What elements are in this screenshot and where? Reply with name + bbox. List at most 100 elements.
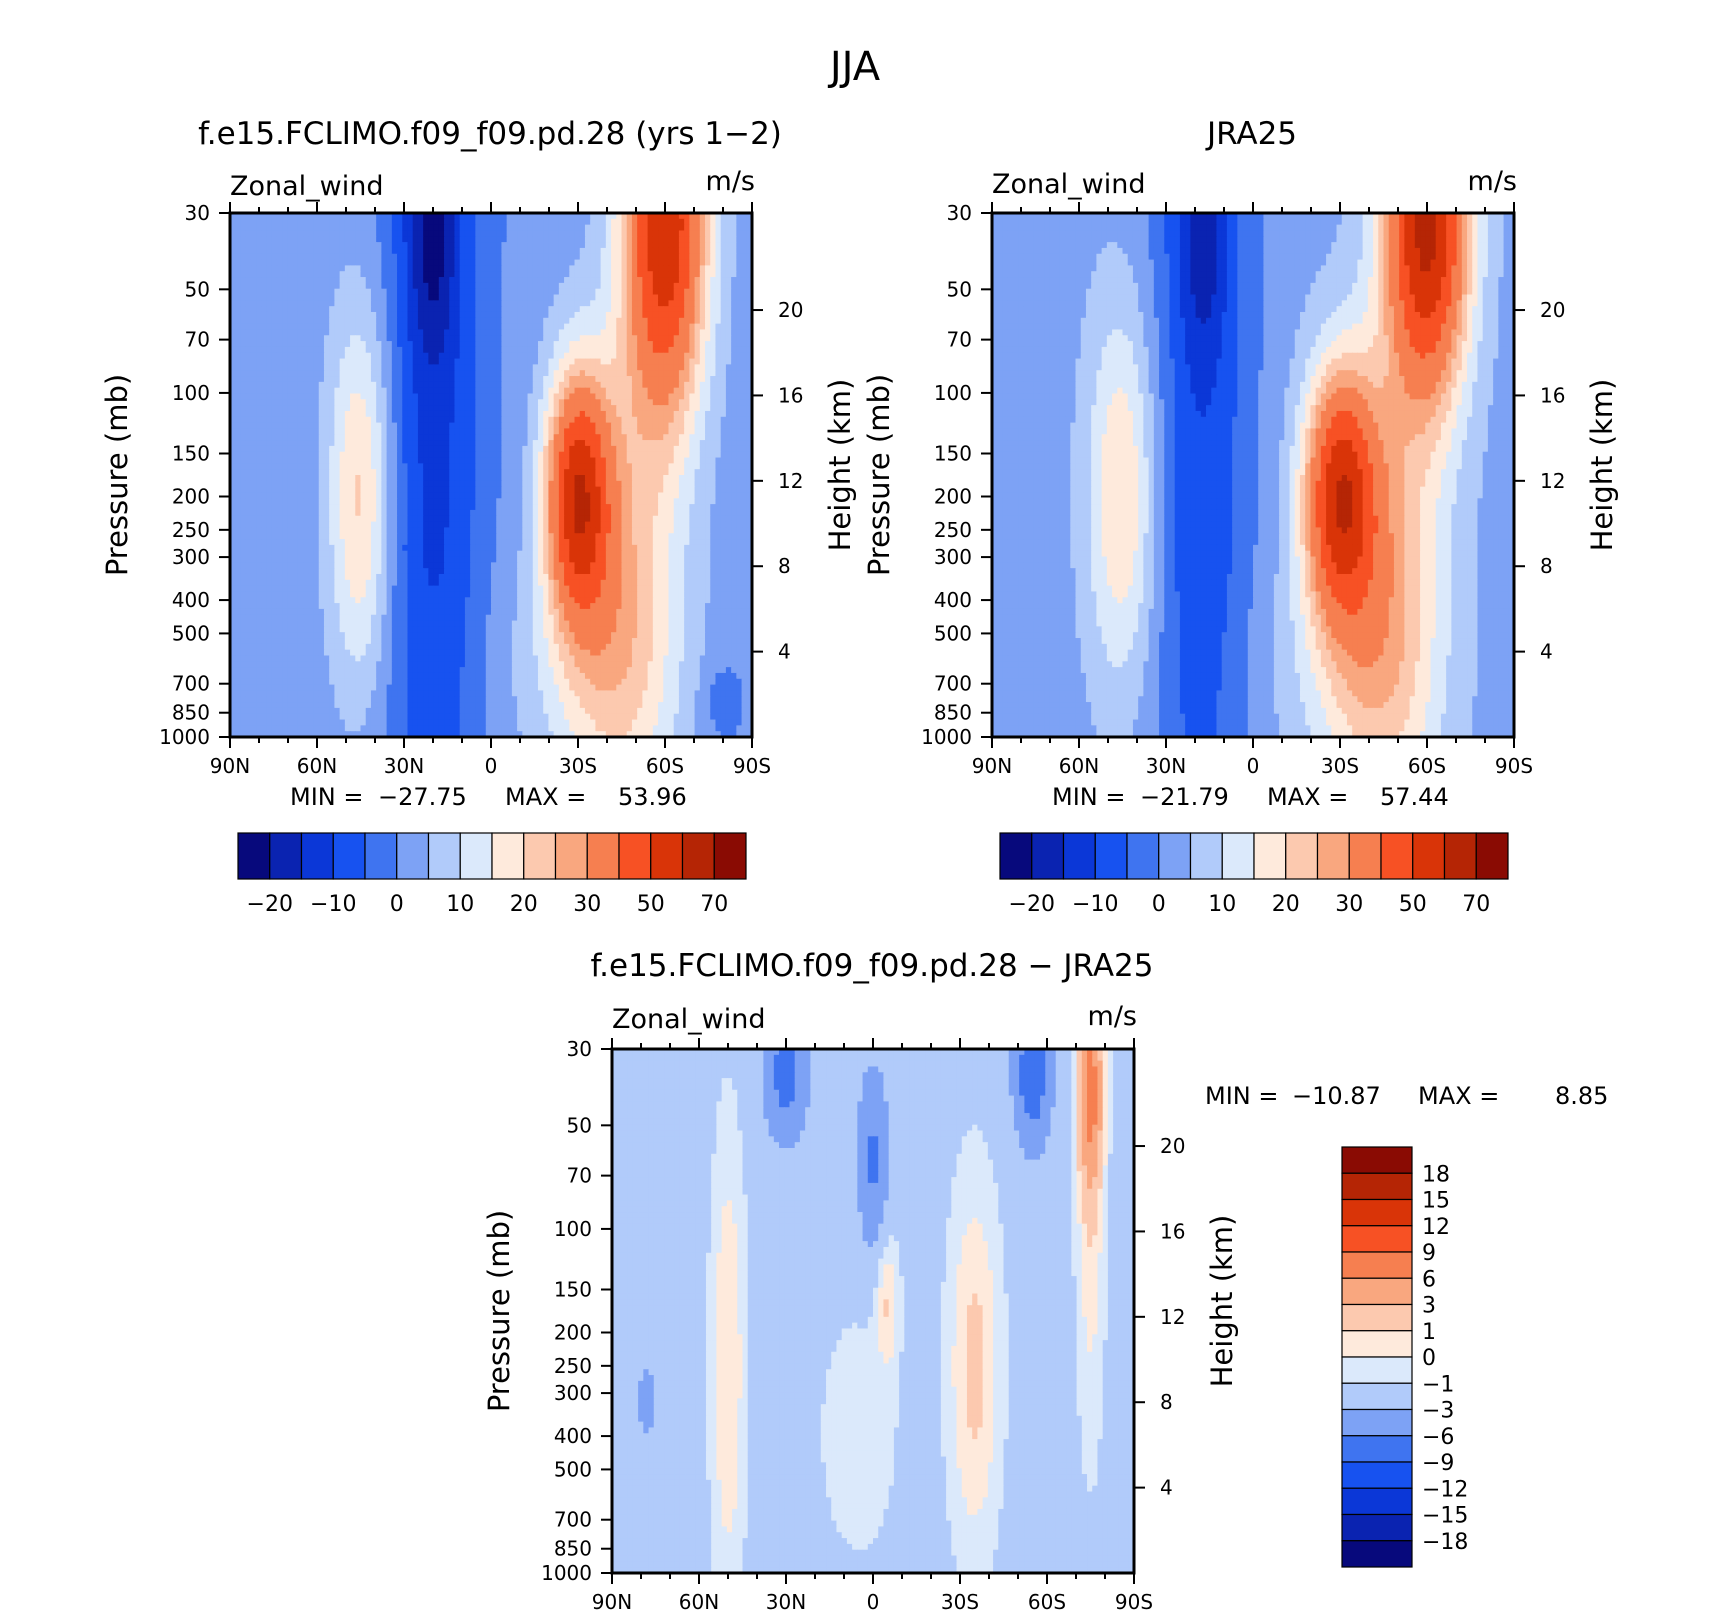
panel-title: f.e15.FCLIMO.f09_f09.pd.28 (yrs 1−2): [198, 116, 782, 152]
colorbar-label: −18: [1422, 1530, 1468, 1555]
x-tick-label: 90N: [972, 754, 1012, 778]
colorbar-box: [1342, 1488, 1412, 1514]
y-tick-label: 200: [172, 484, 210, 508]
y-tick-label: 700: [554, 1508, 592, 1532]
panel-difference: f.e15.FCLIMO.f09_f09.pd.28 − JRA25 Zonal…: [482, 948, 1608, 1611]
min-max-stats: MIN = −10.87 MAX = 8.85: [1205, 1082, 1608, 1110]
panel-units-label: m/s: [1088, 1001, 1137, 1032]
panel-observed: JRA25 Zonal_wind m/s 90N 60N 30N 0 30S 60S 90S…: [862, 116, 1619, 917]
colorbar: −20 −10 0 10 20 30 50 70: [238, 833, 746, 917]
height-tick-label: 20: [778, 298, 803, 322]
y-tick-label: 30: [947, 201, 972, 225]
y-tick-label: 500: [172, 621, 210, 645]
min-value: −27.75: [378, 783, 467, 811]
height-axis-label: Height (km): [1585, 379, 1619, 552]
colorbar-label: 18: [1422, 1162, 1450, 1187]
y-tick-label: 250: [934, 518, 972, 542]
colorbar-box: [1286, 833, 1318, 879]
colorbar-label: −9: [1422, 1451, 1454, 1476]
y-tick-label: 250: [172, 518, 210, 542]
max-value: 8.85: [1555, 1082, 1608, 1110]
x-tick-label: 60S: [1028, 1590, 1066, 1611]
colorbar-label: −10: [1072, 892, 1118, 917]
y-tick-label: 50: [947, 277, 972, 301]
max-value: 57.44: [1380, 783, 1449, 811]
panel-title: JRA25: [1205, 116, 1297, 152]
y-tick-label: 70: [567, 1164, 592, 1188]
colorbar-box: [1342, 1383, 1412, 1409]
x-tick-label: 0: [485, 754, 498, 778]
colorbar-box: [365, 833, 397, 879]
colorbar-box: [1342, 1305, 1412, 1331]
y-tick-label: 100: [934, 381, 972, 405]
colorbar-label: −6: [1422, 1425, 1454, 1450]
colorbar-box: [302, 833, 334, 879]
height-tick-label: 4: [1160, 1476, 1173, 1500]
y-tick-label: 200: [934, 484, 972, 508]
colorbar-box: [1342, 1331, 1412, 1357]
y-tick-label: 500: [554, 1457, 592, 1481]
min-value: −21.79: [1140, 783, 1229, 811]
x-tick-label: 30S: [1321, 754, 1359, 778]
max-label: MAX =: [505, 783, 586, 811]
colorbar-box: [1342, 1147, 1412, 1173]
contour-field: [992, 213, 1515, 738]
x-tick-label: 60S: [1408, 754, 1446, 778]
contour-field: [612, 1049, 1135, 1574]
y-tick-label: 30: [567, 1037, 592, 1061]
panel-left-label: Zonal_wind: [992, 169, 1146, 200]
colorbar-label: −12: [1422, 1477, 1468, 1502]
colorbar-label: 70: [1462, 892, 1490, 917]
height-tick-label: 4: [1540, 640, 1553, 664]
y-axis-label: Pressure (mb): [862, 374, 896, 576]
colorbar-label: 0: [1152, 892, 1166, 917]
colorbar-box: [1095, 833, 1127, 879]
colorbar-box: [238, 833, 270, 879]
y-tick-label: 400: [934, 588, 972, 612]
colorbar-box: [1413, 833, 1445, 879]
colorbar-box: [460, 833, 492, 879]
y-tick-label: 300: [172, 545, 210, 569]
max-label: MAX =: [1418, 1082, 1499, 1110]
colorbar-label: 12: [1422, 1215, 1450, 1240]
x-tick-label: 90N: [210, 754, 250, 778]
x-tick-label: 90S: [733, 754, 771, 778]
colorbar-box: [587, 833, 619, 879]
colorbar-label: 30: [573, 892, 601, 917]
panel-model: f.e15.FCLIMO.f09_f09.pd.28 (yrs 1−2) Zon…: [100, 116, 857, 917]
min-max-stats: MIN = −27.75 MAX = 53.96: [290, 783, 687, 811]
x-tick-label: 30S: [559, 754, 597, 778]
x-tick-label: 30N: [766, 1590, 806, 1611]
colorbar-label: 0: [390, 892, 404, 917]
y-tick-label: 200: [554, 1320, 592, 1344]
colorbar-box: [683, 833, 715, 879]
colorbar-label: 50: [1399, 892, 1427, 917]
height-tick-label: 20: [1540, 298, 1565, 322]
y-tick-label: 100: [554, 1217, 592, 1241]
colorbar-box: [1127, 833, 1159, 879]
height-tick-label: 8: [778, 554, 791, 578]
colorbar-label: 20: [510, 892, 538, 917]
y-axis-label: Pressure (mb): [100, 374, 134, 576]
min-label: MIN =: [290, 783, 363, 811]
colorbar-label: −15: [1422, 1504, 1468, 1529]
height-tick-label: 4: [778, 640, 791, 664]
y-tick-label: 50: [567, 1113, 592, 1137]
colorbar-box: [1342, 1515, 1412, 1541]
colorbar-box: [1381, 833, 1413, 879]
colorbar-box: [714, 833, 746, 879]
y-tick-label: 700: [934, 672, 972, 696]
colorbar-box: [1222, 833, 1254, 879]
colorbar-box: [651, 833, 683, 879]
contour-field: [230, 213, 753, 738]
x-tick-label: 90S: [1115, 1590, 1153, 1611]
y-tick-label: 250: [554, 1354, 592, 1378]
y-tick-label: 70: [947, 328, 972, 352]
colorbar-box: [556, 833, 588, 879]
colorbar-label: 20: [1272, 892, 1300, 917]
